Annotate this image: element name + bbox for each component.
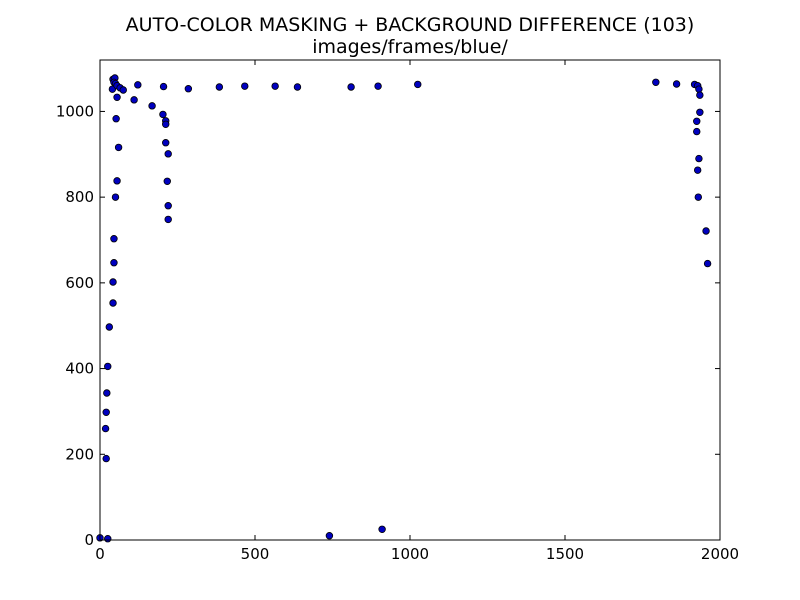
data-point	[164, 202, 172, 210]
data-point	[114, 143, 123, 152]
data-point	[164, 215, 172, 224]
data-point	[414, 80, 422, 89]
data-point	[347, 83, 355, 91]
data-point	[241, 82, 249, 90]
data-point	[215, 83, 224, 91]
y-tick-label: 200	[65, 445, 94, 463]
data-point	[695, 85, 703, 93]
data-point	[652, 78, 660, 86]
data-point	[703, 259, 712, 268]
plot-frame	[99, 59, 721, 541]
data-point	[694, 193, 702, 201]
data-point	[134, 81, 142, 89]
data-point	[130, 96, 138, 104]
data-points	[96, 74, 712, 543]
data-point	[113, 177, 121, 185]
data-point	[693, 166, 702, 174]
data-point	[164, 150, 172, 158]
data-point	[111, 193, 120, 201]
data-point	[110, 235, 118, 243]
data-point	[184, 85, 193, 93]
data-point	[325, 532, 334, 540]
data-point	[119, 86, 127, 94]
data-point	[702, 227, 710, 235]
y-tick-label: 0	[84, 531, 94, 549]
data-point	[693, 117, 701, 125]
data-point	[696, 91, 704, 99]
x-tick-label: 1000	[391, 545, 429, 563]
data-point	[163, 177, 171, 185]
data-point	[110, 259, 118, 267]
data-point	[148, 102, 156, 110]
y-tick-label: 800	[65, 188, 94, 206]
data-point	[109, 299, 117, 307]
data-point	[105, 323, 113, 331]
axis-ticks: 0 500 1000 1500 2000 0 200 400 600 800 1000	[56, 60, 739, 563]
data-point	[103, 389, 111, 397]
data-point	[162, 120, 170, 128]
data-point	[104, 535, 112, 543]
y-tick-label: 400	[65, 360, 94, 378]
data-point	[378, 525, 386, 533]
data-point	[102, 454, 110, 463]
y-tick-label: 1000	[56, 102, 94, 120]
data-point	[159, 110, 167, 119]
data-point	[271, 82, 279, 90]
data-point	[112, 115, 120, 123]
chart-title: AUTO-COLOR MASKING + BACKGROUND DIFFEREN…	[126, 14, 695, 36]
data-point	[113, 93, 121, 101]
data-point	[102, 408, 110, 416]
y-tick-label: 600	[65, 274, 94, 292]
data-point	[162, 139, 170, 147]
data-point	[696, 108, 704, 116]
data-point	[104, 362, 112, 371]
data-point	[693, 127, 701, 136]
x-tick-label: 2000	[701, 545, 739, 563]
data-point	[293, 83, 302, 91]
x-tick-label: 0	[95, 545, 105, 563]
data-point	[159, 82, 168, 91]
data-point	[101, 424, 110, 433]
data-point	[374, 82, 382, 90]
chart-subtitle: images/frames/blue/	[312, 36, 508, 58]
data-point	[672, 80, 681, 88]
x-tick-label: 500	[241, 545, 270, 563]
x-tick-label: 1500	[546, 545, 584, 563]
data-point	[695, 154, 703, 163]
data-point	[109, 278, 117, 286]
